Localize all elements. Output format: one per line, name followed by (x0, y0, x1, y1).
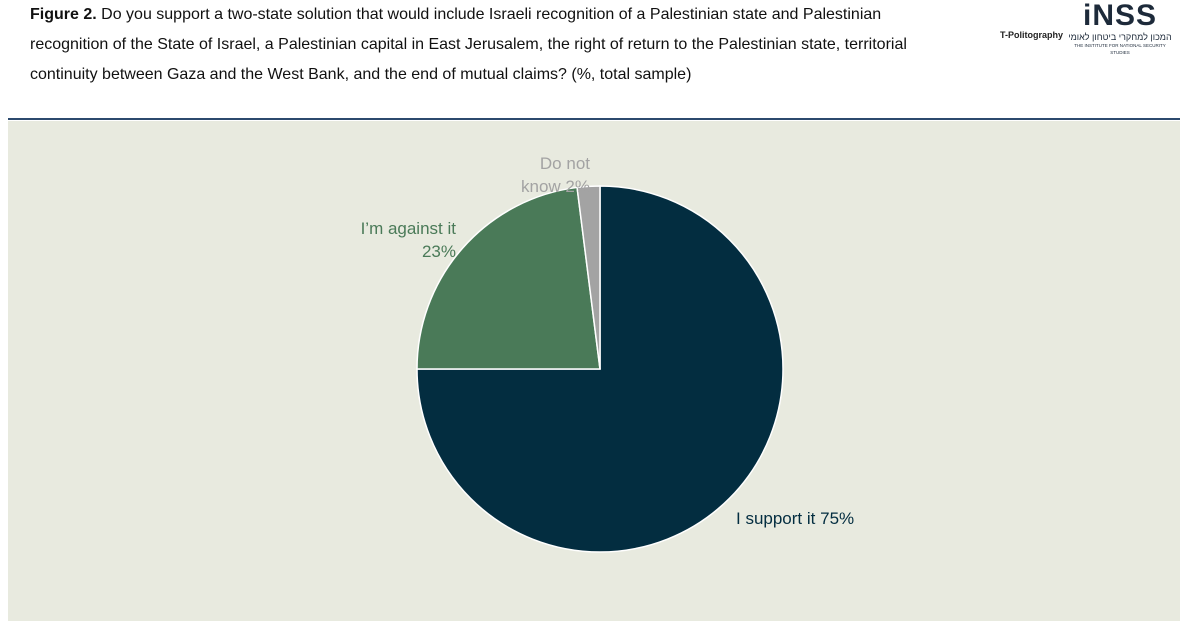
category-label: I support it (736, 509, 816, 528)
divider (8, 118, 1180, 120)
pie-chart (416, 185, 784, 553)
category-label: I’m against it (360, 219, 456, 238)
logo-text: T-Politography (1000, 30, 1063, 40)
pie-slice (416, 186, 601, 370)
value-label: 2% (565, 177, 590, 196)
logo-text: THE INSTITUTE FOR NATIONAL SECURITY STUD… (1074, 43, 1166, 55)
figure-title: Figure 2. Do you support a two-state sol… (30, 0, 930, 90)
pie-slice (416, 185, 784, 553)
slice-label: Do not know 2% (508, 152, 590, 198)
logo-inss: iNSS המכון למחקרי ביטחון לאומי THE INSTI… (1066, 0, 1174, 56)
plot-area: I support it 75% I’m against it 23% Do not… (8, 121, 1180, 621)
slice-label: I’m against it 23% (338, 217, 456, 263)
value-label: 75% (820, 509, 855, 528)
title-label: Figure 2. (30, 6, 97, 23)
category-label: Do not know (521, 154, 590, 196)
title-text: Do you support a two-state solution that… (30, 6, 907, 83)
pie-slice (576, 185, 601, 370)
slice-label: I support it 75% (736, 507, 896, 530)
value-label: 23% (421, 242, 456, 261)
logo-politography: T-Politography (1000, 30, 1063, 40)
logo-text: המכון למחקרי ביטחון לאומי (1068, 32, 1172, 42)
logo-text: iNSS (1082, 0, 1158, 32)
